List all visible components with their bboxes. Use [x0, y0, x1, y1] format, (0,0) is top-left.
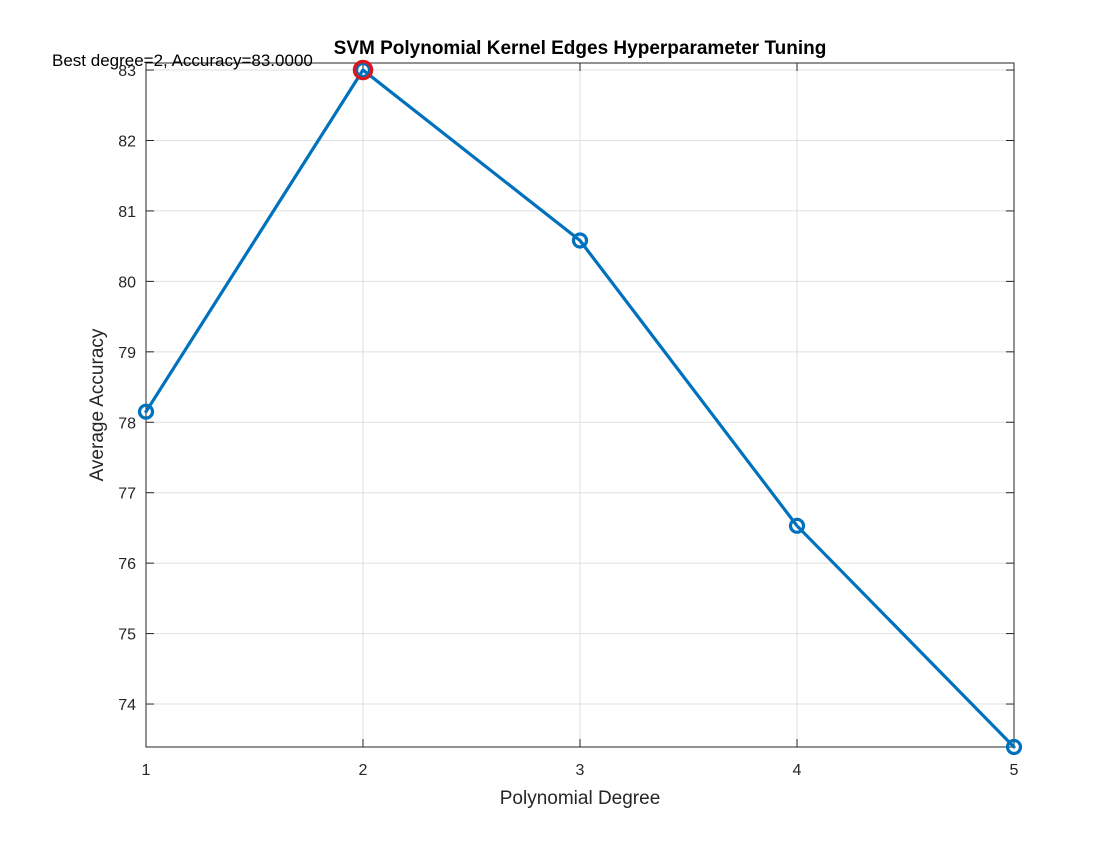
highlight [352, 59, 374, 81]
x-tick-label: 3 [576, 762, 585, 779]
x-tick-label: 5 [1010, 762, 1019, 779]
series [137, 61, 1023, 756]
y-tick-label: 79 [118, 345, 136, 362]
data-point-marker [137, 403, 155, 420]
series-line [144, 68, 1016, 749]
y-tick-label: 83 [118, 63, 136, 80]
best-point-marker [352, 59, 374, 81]
data-point-marker [571, 232, 589, 249]
y-tick-label: 75 [118, 627, 136, 644]
x-tick-label: 4 [793, 762, 802, 779]
x-tick-label: 1 [142, 762, 151, 779]
y-tick-label: 78 [118, 415, 136, 432]
y-tick-label: 81 [118, 204, 136, 221]
y-tick-label: 74 [118, 697, 136, 714]
y-tick-label: 76 [118, 556, 136, 573]
x-tick-label: 2 [359, 762, 368, 779]
best-point-annotation: Best degree=2, Accuracy=83.0000 [52, 51, 313, 70]
data-point-marker [354, 61, 372, 79]
y-axis-label: Average Accuracy [87, 328, 108, 481]
y-tick-label: 77 [118, 486, 136, 503]
y-tick-label: 82 [118, 133, 136, 150]
x-axis-label: Polynomial Degree [500, 788, 661, 809]
chart-title: SVM Polynomial Kernel Edges Hyperparamet… [334, 38, 827, 59]
data-point-marker [788, 517, 806, 534]
data-point-marker [1005, 738, 1023, 756]
y-tick-label: 80 [118, 274, 136, 291]
